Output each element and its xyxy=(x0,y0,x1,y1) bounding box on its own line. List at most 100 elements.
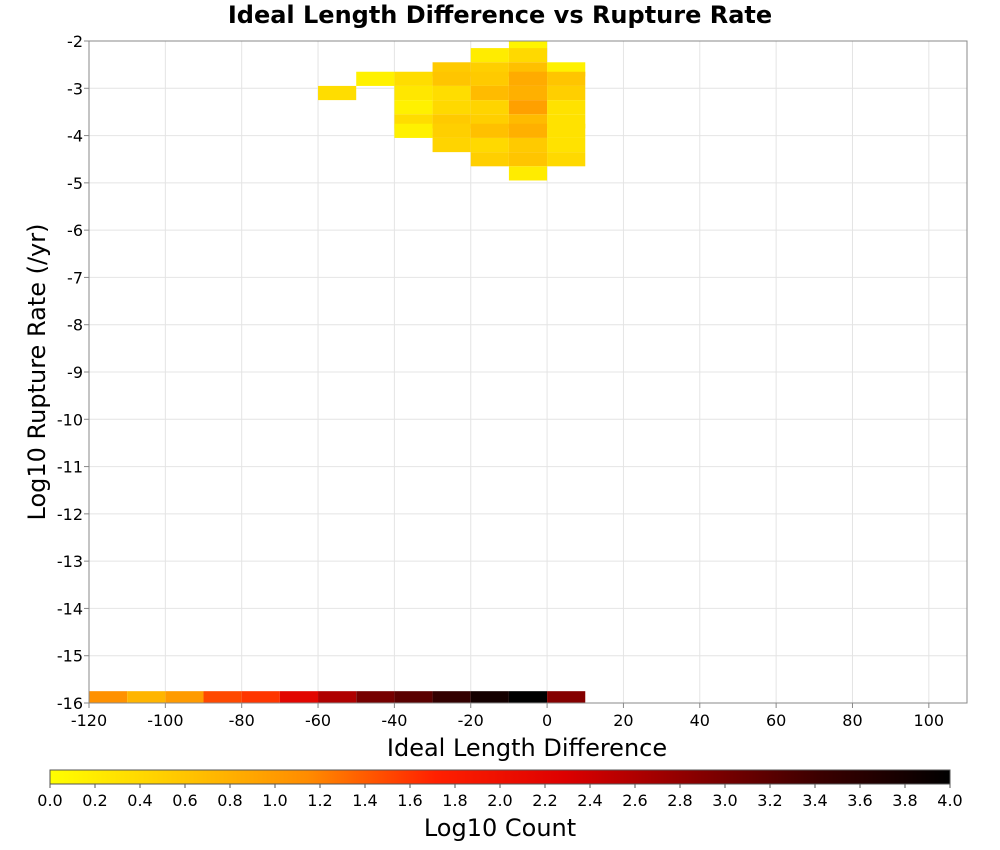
colorbar-tick-label: 2.4 xyxy=(577,791,602,810)
y-tick-label: -15 xyxy=(57,647,83,666)
heatmap-cell xyxy=(470,71,509,86)
heatmap-cell xyxy=(508,100,548,115)
colorbar-tick-label: 0.2 xyxy=(82,791,107,810)
heatmap-cell xyxy=(470,48,509,63)
heatmap-cell xyxy=(547,691,586,703)
heatmap-cell xyxy=(470,85,509,101)
heatmap-cell xyxy=(279,691,319,703)
colorbar-tick-label: 4.0 xyxy=(937,791,962,810)
colorbar-ticks: 0.0 0.2 0.4 0.6 0.8 1.0 1.2 1.4 1.6 1.8 2.0 2.2 2.4 2… xyxy=(37,784,963,810)
x-tick-label: 100 xyxy=(914,711,945,730)
x-tick-label: 40 xyxy=(690,711,710,730)
heatmap-cell xyxy=(547,137,586,153)
colorbar-tick-label: 2.6 xyxy=(622,791,647,810)
heatmap-cell xyxy=(432,100,471,115)
x-tick-label: -120 xyxy=(71,711,107,730)
colorbar-tick-label: 1.0 xyxy=(262,791,287,810)
y-tick-label: -12 xyxy=(57,505,83,524)
x-tick-label: 60 xyxy=(766,711,786,730)
y-tick-label: -2 xyxy=(67,32,83,51)
colorbar-tick-label: 0.8 xyxy=(217,791,242,810)
y-tick-label: -11 xyxy=(57,458,83,477)
colorbar-tick-label: 3.0 xyxy=(712,791,737,810)
heatmap-cell xyxy=(432,137,471,153)
colorbar-tick-label: 2.8 xyxy=(667,791,692,810)
colorbar-tick-label: 0.4 xyxy=(127,791,152,810)
colorbar-tick-label: 1.6 xyxy=(397,791,422,810)
y-axis-ticks: -2 -3 -4 -5 -6 -7 -8 -9 -10 -11 -12 -13 -14 -15 -16 xyxy=(57,32,89,713)
heatmap-cell xyxy=(547,71,586,86)
heatmap-cell xyxy=(432,123,471,138)
x-axis-label: Ideal Length Difference xyxy=(387,734,667,762)
heatmap-cell xyxy=(394,123,433,138)
heatmap-cell xyxy=(394,691,433,703)
y-tick-label: -5 xyxy=(67,174,83,193)
heatmap-cell xyxy=(508,41,548,53)
x-tick-label: -100 xyxy=(147,711,183,730)
y-tick-label: -9 xyxy=(67,363,83,382)
y-axis-label: Log10 Rupture Rate (/yr) xyxy=(23,224,51,521)
heatmap-cell xyxy=(470,137,509,153)
heatmap-cell xyxy=(508,137,548,153)
heatmap-cell xyxy=(508,71,548,86)
y-tick-label: -6 xyxy=(67,221,83,240)
heatmap-cell xyxy=(356,71,395,86)
heatmap-cell xyxy=(394,71,433,86)
x-tick-label: -20 xyxy=(458,711,484,730)
heatmap-cell xyxy=(241,691,280,703)
heatmap-cell xyxy=(394,100,433,115)
heatmap-cell xyxy=(547,100,586,115)
y-tick-label: -4 xyxy=(67,127,83,146)
heatmap-cell xyxy=(432,85,471,101)
heatmap-cell xyxy=(508,123,548,138)
colorbar-tick-label: 1.8 xyxy=(442,791,467,810)
x-tick-label: 80 xyxy=(842,711,862,730)
heatmap-cell xyxy=(394,85,433,101)
heatmap-cell xyxy=(470,152,509,167)
colorbar-tick-label: 0.0 xyxy=(37,791,62,810)
heatmap-cell xyxy=(318,691,357,703)
y-tick-label: -8 xyxy=(67,316,83,335)
colorbar-tick-label: 1.2 xyxy=(307,791,332,810)
colorbar-tick-label: 3.6 xyxy=(847,791,872,810)
y-tick-label: -3 xyxy=(67,79,83,98)
heatmap-cell xyxy=(547,85,586,101)
y-tick-label: -13 xyxy=(57,552,83,571)
heatmap-cell xyxy=(470,691,509,703)
colorbar-tick-label: 0.6 xyxy=(172,791,197,810)
y-tick-label: -16 xyxy=(57,694,83,713)
heatmap-cell xyxy=(508,166,548,181)
colorbar-tick-label: 1.4 xyxy=(352,791,377,810)
heatmap-cell xyxy=(165,691,204,703)
heatmap-cell xyxy=(547,123,586,138)
heatmap-cell xyxy=(547,152,586,167)
heatmap-cell xyxy=(508,152,548,167)
heatmap-cell xyxy=(89,691,128,703)
heatmap-cell xyxy=(127,691,166,703)
chart-title: Ideal Length Difference vs Rupture Rate xyxy=(228,1,772,29)
heatmap-cell xyxy=(318,85,357,101)
x-tick-label: 0 xyxy=(542,711,552,730)
colorbar-tick-label: 2.0 xyxy=(487,791,512,810)
colorbar-tick-label: 3.2 xyxy=(757,791,782,810)
heatmap-cell xyxy=(356,691,395,703)
y-tick-label: -7 xyxy=(67,268,83,287)
colorbar-label: Log10 Count xyxy=(424,814,576,842)
heatmap-cell xyxy=(508,85,548,101)
heatmap-cell xyxy=(470,100,509,115)
y-tick-label: -14 xyxy=(57,599,83,618)
colorbar-tick-label: 3.4 xyxy=(802,791,827,810)
x-tick-label: -80 xyxy=(229,711,255,730)
x-tick-label: 20 xyxy=(613,711,633,730)
colorbar-tick-label: 2.2 xyxy=(532,791,557,810)
x-tick-label: -40 xyxy=(381,711,407,730)
x-axis-ticks: -120 -100 -80 -60 -40 -20 0 20 40 60 80 100 xyxy=(71,703,944,730)
heatmap-cells xyxy=(89,41,586,703)
colorbar xyxy=(49,769,951,785)
colorbar-tick-label: 3.8 xyxy=(892,791,917,810)
heatmap-cell xyxy=(203,691,242,703)
y-tick-label: -10 xyxy=(57,410,83,429)
heatmap-cell xyxy=(508,691,548,703)
heatmap-cell xyxy=(470,123,509,138)
